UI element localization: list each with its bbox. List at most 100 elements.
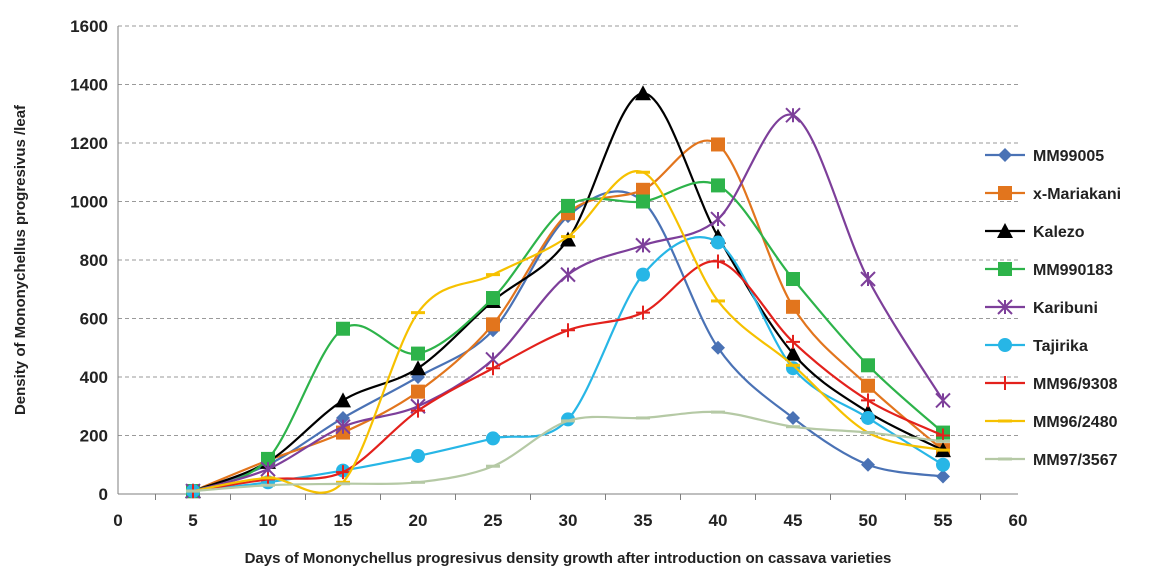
x-tick-label: 45 [784,511,803,530]
legend-label: Karibuni [1033,300,1098,317]
data-point [711,340,725,355]
data-point [636,182,650,197]
y-tick-label: 1000 [70,193,108,212]
data-point [786,361,800,376]
legend-label: MM96/2480 [1033,414,1118,431]
data-point [935,392,951,409]
y-tick-label: 400 [80,368,108,387]
series-line [192,113,944,493]
data-point [785,345,801,361]
data-point [336,321,350,336]
gridlines [118,25,1018,436]
x-tick-label: 0 [113,511,122,530]
axes: 0 200 400 600 800 1000 1200 1400 1600 0 5 10 15 20 25 3… [70,17,1027,530]
data-point [560,231,576,247]
data-point [861,457,875,472]
y-tick-label: 800 [80,251,108,270]
y-tick-label: 1600 [70,17,108,36]
x-tick-label: 20 [409,511,428,530]
data-point [486,431,500,446]
data-point [560,266,576,283]
data-point [786,334,800,349]
legend-item: Kalezo [985,223,1085,241]
x-tick-label: 25 [484,511,503,530]
data-point [711,235,725,250]
data-point [335,419,351,435]
legend-label: MM990183 [1033,262,1113,279]
data-point [786,410,800,425]
legend-marker [998,338,1012,352]
data-point [411,403,425,418]
data-point [636,305,650,320]
series-line [192,92,944,493]
x-axis-title: Days of Mononychellus progresivus densit… [245,550,892,567]
y-tick-label: 1200 [70,134,108,153]
x-tick-label: 60 [1009,511,1028,530]
series-kalezo [185,85,951,499]
x-tick-label: 40 [709,511,728,530]
legend-item: Karibuni [985,299,1098,317]
legend-item: MM990183 [985,262,1113,279]
series-mm97-3567 [186,410,950,493]
legend-label: x-Mariakani [1033,186,1121,203]
legend-marker [997,223,1013,238]
data-point [861,393,875,408]
x-tick-label: 50 [859,511,878,530]
data-point [486,317,500,332]
data-point [411,448,425,463]
y-tick-label: 600 [80,310,108,329]
legend-label: MM99005 [1033,148,1104,165]
data-point [411,384,425,399]
data-point [335,392,351,408]
data-point [785,107,801,123]
data-point [636,267,650,282]
legend-label: Tajirika [1033,338,1088,355]
legend: MM99005 x-Mariakani Kalezo MM990183 Karibuni… [985,148,1121,469]
series-group [185,85,951,499]
legend-marker [997,299,1013,315]
data-point [411,346,425,361]
series-mm96-9308 [186,254,950,499]
data-point [336,410,350,425]
data-point [711,178,725,193]
legend-marker [998,262,1012,276]
data-point [486,361,500,376]
legend-label: MM96/9308 [1033,376,1118,393]
data-point [861,410,875,425]
series-line [192,260,944,493]
data-point [261,451,275,466]
data-point [711,254,725,269]
x-tick-label: 15 [334,511,353,530]
legend-item: Tajirika [985,338,1088,355]
legend-item: MM96/2480 [985,414,1118,431]
series-x-mariakani [186,137,950,499]
data-point [860,271,876,287]
data-point [711,137,725,152]
data-point [410,360,426,376]
legend-item: MM99005 [985,148,1104,165]
legend-label: Kalezo [1033,224,1085,241]
data-point [861,358,875,373]
legend-marker [998,148,1012,162]
legend-item: MM97/3567 [985,452,1118,469]
data-point [636,194,650,209]
data-point [786,299,800,314]
data-point [861,378,875,393]
data-point [561,323,575,338]
data-point [936,469,950,484]
legend-item: x-Mariakani [985,186,1121,203]
legend-label: MM97/3567 [1033,452,1118,469]
x-tick-label: 5 [188,511,197,530]
data-point [635,85,651,101]
legend-item: MM96/9308 [985,376,1118,393]
y-axis-title: Density of Mononychellus progresivus /le… [12,104,29,415]
legend-marker [998,376,1012,390]
data-point [561,198,575,213]
data-point [786,272,800,287]
data-point [710,211,726,227]
series-karibuni [185,107,951,499]
data-point [635,237,651,254]
x-tick-label: 30 [559,511,578,530]
data-point [336,465,350,480]
